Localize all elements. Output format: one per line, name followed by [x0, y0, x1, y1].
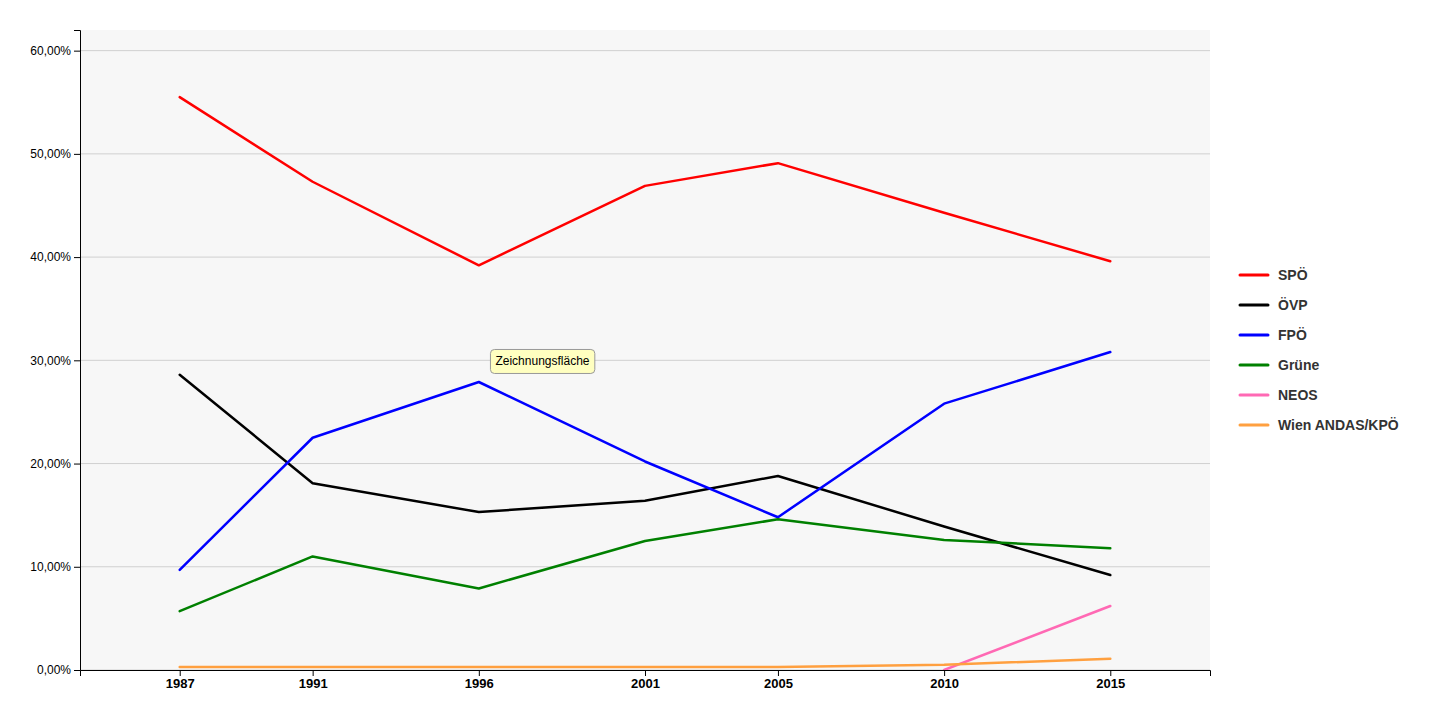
x-tick-label: 2010	[930, 676, 959, 691]
annotations: Zeichnungsfläche	[490, 349, 594, 373]
x-tick-label: 1987	[166, 676, 195, 691]
legend-swatch	[1240, 274, 1268, 277]
series-line	[180, 352, 1111, 570]
legend-label: SPÖ	[1278, 267, 1308, 283]
chart: 1987 1991 1996 2001 2005 2010 2015 0,00% 10,00% 2…	[0, 0, 1440, 720]
x-tick: 1987	[166, 670, 195, 691]
x-axis-line	[81, 671, 1211, 677]
legend-item: NEOS	[1240, 387, 1318, 403]
x-tick-mark	[479, 670, 480, 676]
y-tick: 50,00%	[30, 147, 80, 161]
y-tick: 40,00%	[30, 250, 80, 264]
x-tick: 2015	[1096, 670, 1125, 691]
x-tick-label: 2001	[631, 676, 660, 691]
legend-swatch	[1240, 304, 1268, 307]
grid-line	[80, 50, 1210, 51]
y-tick: 60,00%	[30, 44, 80, 58]
x-tick-mark	[645, 670, 646, 676]
y-tick-mark	[74, 670, 80, 671]
x-tick: 1991	[299, 670, 328, 691]
legend-label: ÖVP	[1278, 297, 1308, 313]
y-tick-label: 50,00%	[30, 147, 71, 161]
y-tick: 20,00%	[30, 457, 80, 471]
x-tick-label: 2005	[764, 676, 793, 691]
x-tick: 2001	[631, 670, 660, 691]
legend-item: Wien ANDAS/KPÖ	[1240, 417, 1399, 433]
legend-item: Grüne	[1240, 357, 1319, 373]
plot-background	[80, 30, 1210, 670]
x-tick-mark	[1110, 670, 1111, 676]
grid-line	[80, 257, 1210, 258]
series-line	[180, 97, 1111, 265]
legend-swatch	[1240, 364, 1268, 367]
legend-label: Wien ANDAS/KPÖ	[1278, 417, 1399, 433]
x-tick: 2010	[930, 670, 959, 691]
x-axis: 1987 1991 1996 2001 2005 2010 2015	[81, 670, 1211, 691]
series-line	[180, 519, 1111, 611]
grid-line	[80, 566, 1210, 567]
legend-item: FPÖ	[1240, 327, 1307, 343]
x-tick: 1996	[465, 670, 494, 691]
y-tick-mark	[74, 51, 80, 52]
y-tick: 0,00%	[37, 663, 80, 677]
y-tick: 10,00%	[30, 560, 80, 574]
y-tick-label: 10,00%	[30, 560, 71, 574]
x-tick-mark	[944, 670, 945, 676]
y-tick-mark	[74, 360, 80, 361]
x-tick-mark	[778, 670, 779, 676]
annotation-box	[490, 349, 594, 373]
legend-label: NEOS	[1278, 387, 1318, 403]
y-axis-line	[74, 31, 81, 671]
legend-item: SPÖ	[1240, 267, 1308, 283]
y-tick-mark	[74, 464, 80, 465]
x-tick-mark	[313, 670, 314, 676]
annotation: Zeichnungsfläche	[490, 349, 594, 373]
grid-line	[80, 463, 1210, 464]
y-tick-mark	[74, 154, 80, 155]
plot: 1987 1991 1996 2001 2005 2010 2015 0,00% 10,00% 2…	[30, 30, 1210, 691]
y-tick-mark	[74, 257, 80, 258]
y-tick-mark	[74, 567, 80, 568]
legend-label: Grüne	[1278, 357, 1319, 373]
y-tick-label: 0,00%	[37, 663, 71, 677]
y-tick-label: 60,00%	[30, 44, 71, 58]
x-tick-label: 2015	[1096, 676, 1125, 691]
y-tick-label: 30,00%	[30, 354, 71, 368]
grid	[80, 51, 1210, 670]
legend: SPÖ ÖVP FPÖ Grüne NEOS Wien ANDAS/KPÖ	[1240, 267, 1399, 433]
x-tick-label: 1996	[465, 676, 494, 691]
legend-swatch	[1240, 394, 1268, 397]
y-tick-label: 40,00%	[30, 250, 71, 264]
annotation-text: Zeichnungsfläche	[495, 354, 589, 368]
grid-line	[80, 153, 1210, 154]
y-axis: 0,00% 10,00% 20,00% 30,00% 40,00% 50,00% 60,00…	[30, 31, 80, 678]
x-tick-label: 1991	[299, 676, 328, 691]
legend-label: FPÖ	[1278, 327, 1307, 343]
legend-item: ÖVP	[1240, 297, 1308, 313]
legend-swatch	[1240, 424, 1268, 427]
lines	[180, 97, 1111, 670]
series-line	[180, 659, 1111, 667]
y-tick-label: 20,00%	[30, 457, 71, 471]
y-tick: 30,00%	[30, 354, 80, 368]
grid-line	[80, 360, 1210, 361]
x-tick-mark	[180, 670, 181, 676]
legend-swatch	[1240, 334, 1268, 337]
series-line	[180, 375, 1111, 575]
x-tick: 2005	[764, 670, 793, 691]
